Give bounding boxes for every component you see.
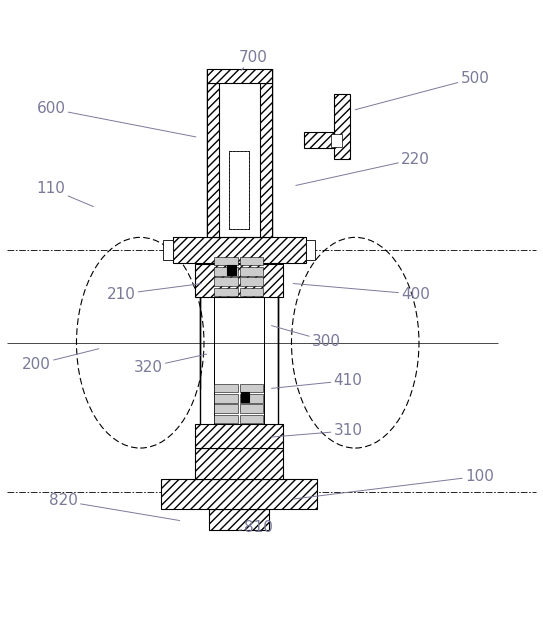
Text: 210: 210 <box>107 284 201 302</box>
Bar <box>239 414 263 423</box>
Bar <box>210 508 269 530</box>
Text: 310: 310 <box>272 423 363 438</box>
Bar <box>229 151 249 229</box>
Bar <box>163 240 173 260</box>
Bar <box>239 267 263 275</box>
Bar <box>214 277 238 286</box>
Text: 410: 410 <box>272 373 363 388</box>
Text: 810: 810 <box>239 520 273 535</box>
Bar <box>173 237 306 263</box>
Text: 100: 100 <box>293 469 494 499</box>
Text: 110: 110 <box>36 182 93 207</box>
Text: 320: 320 <box>134 354 207 374</box>
Bar <box>214 257 238 265</box>
Bar <box>239 287 263 296</box>
Bar <box>239 404 263 413</box>
Text: 400: 400 <box>293 284 430 302</box>
Bar <box>195 448 283 479</box>
Text: 200: 200 <box>22 349 99 372</box>
Text: 700: 700 <box>239 50 268 71</box>
Bar <box>241 393 249 402</box>
Bar <box>260 83 272 237</box>
Text: 820: 820 <box>49 493 180 521</box>
Bar <box>161 479 318 508</box>
Bar <box>214 394 238 403</box>
Bar <box>306 240 315 260</box>
Bar <box>239 257 263 265</box>
Bar <box>239 384 263 393</box>
Bar <box>239 277 263 286</box>
Bar <box>195 424 283 448</box>
Bar <box>331 133 342 147</box>
Bar <box>227 265 236 275</box>
Bar <box>207 83 219 237</box>
Bar <box>214 404 238 413</box>
Bar <box>195 264 283 297</box>
Bar <box>214 414 238 423</box>
Bar <box>214 267 238 275</box>
Bar <box>333 94 350 159</box>
Text: 220: 220 <box>296 151 430 185</box>
Text: 500: 500 <box>355 71 489 110</box>
Bar <box>214 384 238 393</box>
Bar <box>207 69 272 83</box>
Bar <box>239 394 263 403</box>
Text: 300: 300 <box>272 326 341 349</box>
Bar <box>304 132 333 148</box>
Bar <box>214 287 238 296</box>
Text: 600: 600 <box>36 101 196 137</box>
